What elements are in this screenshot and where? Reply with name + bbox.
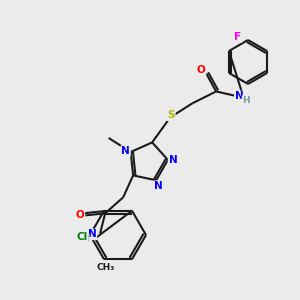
Text: H: H (242, 96, 250, 105)
Text: N: N (169, 155, 177, 165)
Text: O: O (197, 65, 206, 75)
Text: S: S (167, 110, 175, 120)
Text: N: N (154, 181, 163, 191)
Text: O: O (76, 210, 85, 220)
Text: H: H (81, 235, 89, 244)
Text: F: F (234, 32, 242, 42)
Text: N: N (121, 146, 130, 156)
Text: N: N (235, 92, 244, 101)
Text: Cl: Cl (76, 232, 88, 242)
Text: N: N (88, 230, 97, 239)
Text: CH₃: CH₃ (97, 263, 115, 272)
